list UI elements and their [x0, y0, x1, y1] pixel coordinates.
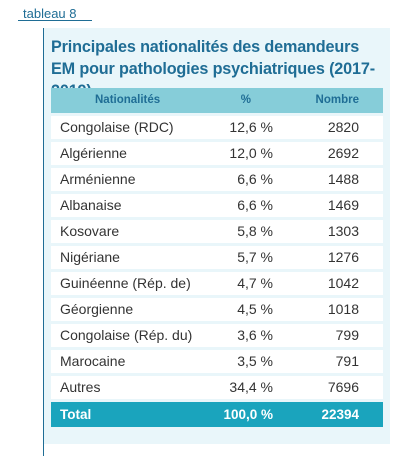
table-label: tableau 8 [23, 6, 77, 21]
cell-nationality: Nigériane [60, 249, 120, 265]
cell-count: 1042 [327, 275, 359, 291]
table-row: Géorgienne 4,5 % 1018 [51, 298, 383, 321]
header-percent: % [240, 94, 251, 106]
cell-count: 7696 [327, 379, 359, 395]
label-underline [18, 20, 92, 21]
table-row: Congolaise (RDC) 12,6 % 2820 [51, 116, 383, 139]
table-row: Autres 34,4 % 7696 [51, 376, 383, 399]
table-row: Arménienne 6,6 % 1488 [51, 168, 383, 191]
cell-count: 2820 [327, 119, 359, 135]
header-nombre: Nombre [315, 94, 359, 106]
cell-percent: 3,5 % [237, 353, 273, 369]
table-header-row: Nationalités % Nombre [51, 88, 383, 113]
table-row: Guinéenne (Rép. de) 4,7 % 1042 [51, 272, 383, 295]
cell-percent: 34,4 % [229, 379, 273, 395]
cell-count: 1469 [327, 197, 359, 213]
cell-nationality: Congolaise (Rép. du) [60, 327, 193, 343]
header-nationalites: Nationalités [95, 94, 161, 106]
cell-count: 791 [335, 353, 359, 369]
cell-percent: 6,6 % [237, 197, 273, 213]
cell-percent: 4,7 % [237, 275, 273, 291]
cell-count: 799 [335, 327, 359, 343]
cell-percent: 12,0 % [229, 145, 273, 161]
table-row: Albanaise 6,6 % 1469 [51, 194, 383, 217]
cell-nationality: Algérienne [60, 145, 127, 161]
cell-percent: 6,6 % [237, 171, 273, 187]
total-percent: 100,0 % [223, 407, 273, 422]
cell-percent: 4,5 % [237, 301, 273, 317]
table-row: Kosovare 5,8 % 1303 [51, 220, 383, 243]
cell-count: 2692 [327, 145, 359, 161]
table-total-row: Total 100,0 % 22394 [51, 402, 383, 427]
cell-count: 1018 [327, 301, 359, 317]
table-row: Congolaise (Rép. du) 3,6 % 799 [51, 324, 383, 347]
cell-percent: 5,8 % [237, 223, 273, 239]
cell-nationality: Congolaise (RDC) [60, 119, 174, 135]
nationalities-table: Nationalités % Nombre Congolaise (RDC) 1… [51, 88, 383, 427]
cell-percent: 3,6 % [237, 327, 273, 343]
table-title: Principales nationalités des demandeurs … [51, 38, 375, 100]
cell-count: 1276 [327, 249, 359, 265]
left-rule [43, 28, 44, 456]
cell-percent: 5,7 % [237, 249, 273, 265]
cell-percent: 12,6 % [229, 119, 273, 135]
cell-nationality: Géorgienne [60, 301, 134, 317]
cell-nationality: Kosovare [60, 223, 120, 239]
table-row: Marocaine 3,5 % 791 [51, 350, 383, 373]
cell-nationality: Autres [60, 379, 101, 395]
total-count: 22394 [321, 407, 359, 422]
total-label: Total [60, 407, 92, 422]
cell-nationality: Arménienne [60, 171, 136, 187]
cell-nationality: Albanaise [60, 197, 122, 213]
table-row: Algérienne 12,0 % 2692 [51, 142, 383, 165]
cell-nationality: Marocaine [60, 353, 126, 369]
table-row: Nigériane 5,7 % 1276 [51, 246, 383, 269]
cell-count: 1303 [327, 223, 359, 239]
cell-nationality: Guinéenne (Rép. de) [60, 275, 191, 291]
cell-count: 1488 [327, 171, 359, 187]
